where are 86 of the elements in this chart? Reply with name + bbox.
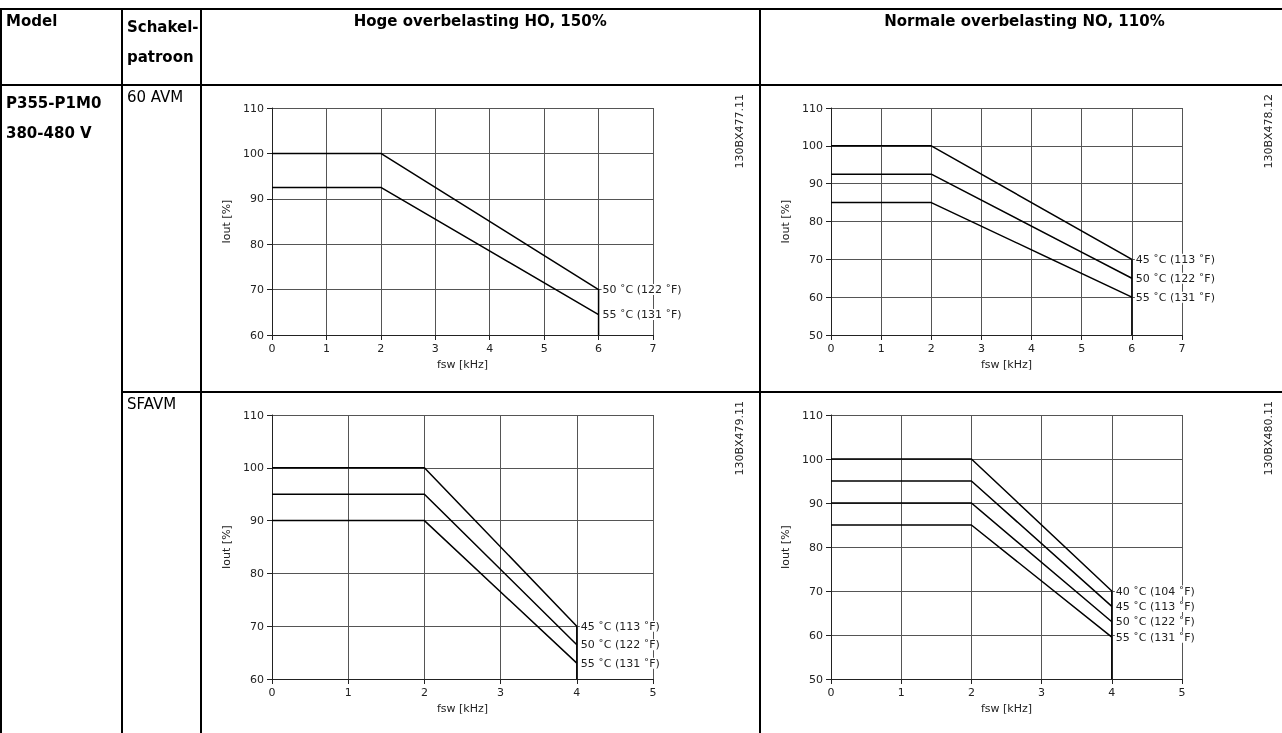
y-tick-label: 70 bbox=[249, 283, 264, 297]
x-tick-label: 4 bbox=[1108, 686, 1116, 699]
y-tick-label: 60 bbox=[808, 628, 823, 642]
series-label: 55 ˚C (131 ˚F) bbox=[1115, 630, 1195, 644]
x-axis-title: fsw [kHz] bbox=[980, 358, 1032, 371]
series-label: 50 ˚C (122 ˚F) bbox=[1135, 271, 1215, 285]
series-label: 45 ˚C (113 ˚F) bbox=[580, 619, 660, 633]
x-tick-label: 2 bbox=[927, 342, 935, 355]
y-tick-label: 90 bbox=[808, 496, 823, 510]
text: 60 AVM bbox=[121, 85, 201, 392]
text: Schakel-patroon bbox=[121, 9, 201, 85]
x-tick-label: 2 bbox=[967, 686, 975, 699]
y-tick-label: 50 bbox=[808, 672, 823, 686]
y-tick-label: 70 bbox=[808, 584, 823, 598]
y-tick-label: 70 bbox=[808, 252, 823, 266]
text: 380-480 V bbox=[6, 123, 93, 144]
series-label: 55 ˚C (131 ˚F) bbox=[580, 656, 660, 670]
y-tick-label: 80 bbox=[808, 540, 823, 554]
x-tick-label: 0 bbox=[827, 686, 835, 699]
y-tick-label: 80 bbox=[249, 566, 264, 580]
y-tick-label: 60 bbox=[808, 290, 823, 304]
x-tick-label: 0 bbox=[827, 342, 835, 355]
x-tick-label: 7 bbox=[649, 342, 657, 355]
x-axis-title: fsw [kHz] bbox=[436, 358, 488, 371]
x-tick-label: 5 bbox=[649, 686, 657, 699]
y-tick-label: 90 bbox=[249, 514, 264, 528]
text: 130BX480.11 bbox=[1261, 400, 1275, 476]
x-tick-label: 2 bbox=[376, 342, 384, 355]
x-tick-label: 4 bbox=[485, 342, 493, 355]
x-tick-label: 6 bbox=[594, 342, 602, 355]
x-tick-label: 1 bbox=[322, 342, 330, 355]
x-tick-label: 2 bbox=[420, 686, 428, 699]
x-axis-title: fsw [kHz] bbox=[436, 702, 488, 715]
x-axis-title: fsw [kHz] bbox=[980, 702, 1032, 715]
y-tick-label: 80 bbox=[808, 215, 823, 228]
x-tick-label: 3 bbox=[1037, 686, 1045, 699]
series-label: 50 ˚C (122 ˚F) bbox=[602, 283, 682, 297]
text: 130BX478.12 bbox=[1261, 93, 1275, 169]
y-tick-label: 50 bbox=[808, 328, 823, 342]
y-tick-label: 100 bbox=[801, 452, 823, 466]
text: 130BX479.11 bbox=[732, 400, 746, 476]
x-tick-label: 5 bbox=[1078, 342, 1086, 355]
x-tick-label: 5 bbox=[1178, 686, 1186, 699]
x-tick-label: 1 bbox=[897, 686, 905, 699]
text: 130BX477.11 bbox=[732, 93, 746, 169]
x-tick-label: 4 bbox=[572, 686, 580, 699]
y-tick-label: 60 bbox=[249, 328, 264, 342]
text: Normale overbelasting NO, 110% bbox=[759, 9, 1282, 85]
y-tick-label: 90 bbox=[249, 192, 264, 206]
y-tick-label: 60 bbox=[249, 672, 264, 686]
text: Hoge overbelasting HO, 150% bbox=[200, 9, 760, 85]
y-tick-label: 100 bbox=[242, 146, 264, 160]
x-tick-label: 5 bbox=[540, 342, 548, 355]
y-tick-label: 80 bbox=[249, 237, 264, 251]
y-tick-label: 100 bbox=[801, 139, 823, 153]
text: Model bbox=[1, 9, 122, 85]
x-tick-label: 3 bbox=[977, 342, 985, 355]
x-tick-label: 0 bbox=[268, 686, 276, 699]
series-label: 45 ˚C (113 ˚F) bbox=[1135, 252, 1215, 266]
x-tick-label: 0 bbox=[268, 342, 276, 355]
y-tick-label: 100 bbox=[242, 461, 264, 475]
text: P355-P1M0 bbox=[6, 93, 103, 114]
x-tick-label: 3 bbox=[496, 686, 504, 699]
series-label: 40 ˚C (104 ˚F) bbox=[1115, 584, 1195, 598]
y-axis-title: Iout [%] bbox=[778, 525, 792, 569]
series-label: 50 ˚C (122 ˚F) bbox=[580, 638, 660, 652]
y-tick-label: 110 bbox=[801, 408, 823, 422]
y-tick-label: 90 bbox=[808, 177, 823, 191]
x-tick-label: 7 bbox=[1178, 342, 1186, 355]
y-tick-label: 110 bbox=[801, 101, 823, 115]
y-axis-title: Iout [%] bbox=[778, 199, 792, 244]
series-label: 45 ˚C (113 ˚F) bbox=[1115, 599, 1195, 613]
y-axis-title: Iout [%] bbox=[219, 525, 233, 569]
text: SFAVM bbox=[121, 392, 201, 733]
x-tick-label: 6 bbox=[1128, 342, 1136, 355]
y-tick-label: 70 bbox=[249, 619, 264, 633]
series-label: 55 ˚C (131 ˚F) bbox=[1135, 290, 1215, 304]
x-tick-label: 4 bbox=[1027, 342, 1035, 355]
y-tick-label: 110 bbox=[242, 101, 264, 115]
series-label: 55 ˚C (131 ˚F) bbox=[602, 308, 682, 322]
series-label: 50 ˚C (122 ˚F) bbox=[1115, 615, 1195, 629]
y-tick-label: 110 bbox=[242, 408, 264, 422]
x-tick-label: 1 bbox=[877, 342, 885, 355]
x-tick-label: 1 bbox=[344, 686, 352, 699]
y-axis-title: Iout [%] bbox=[219, 199, 233, 244]
x-tick-label: 3 bbox=[431, 342, 439, 355]
